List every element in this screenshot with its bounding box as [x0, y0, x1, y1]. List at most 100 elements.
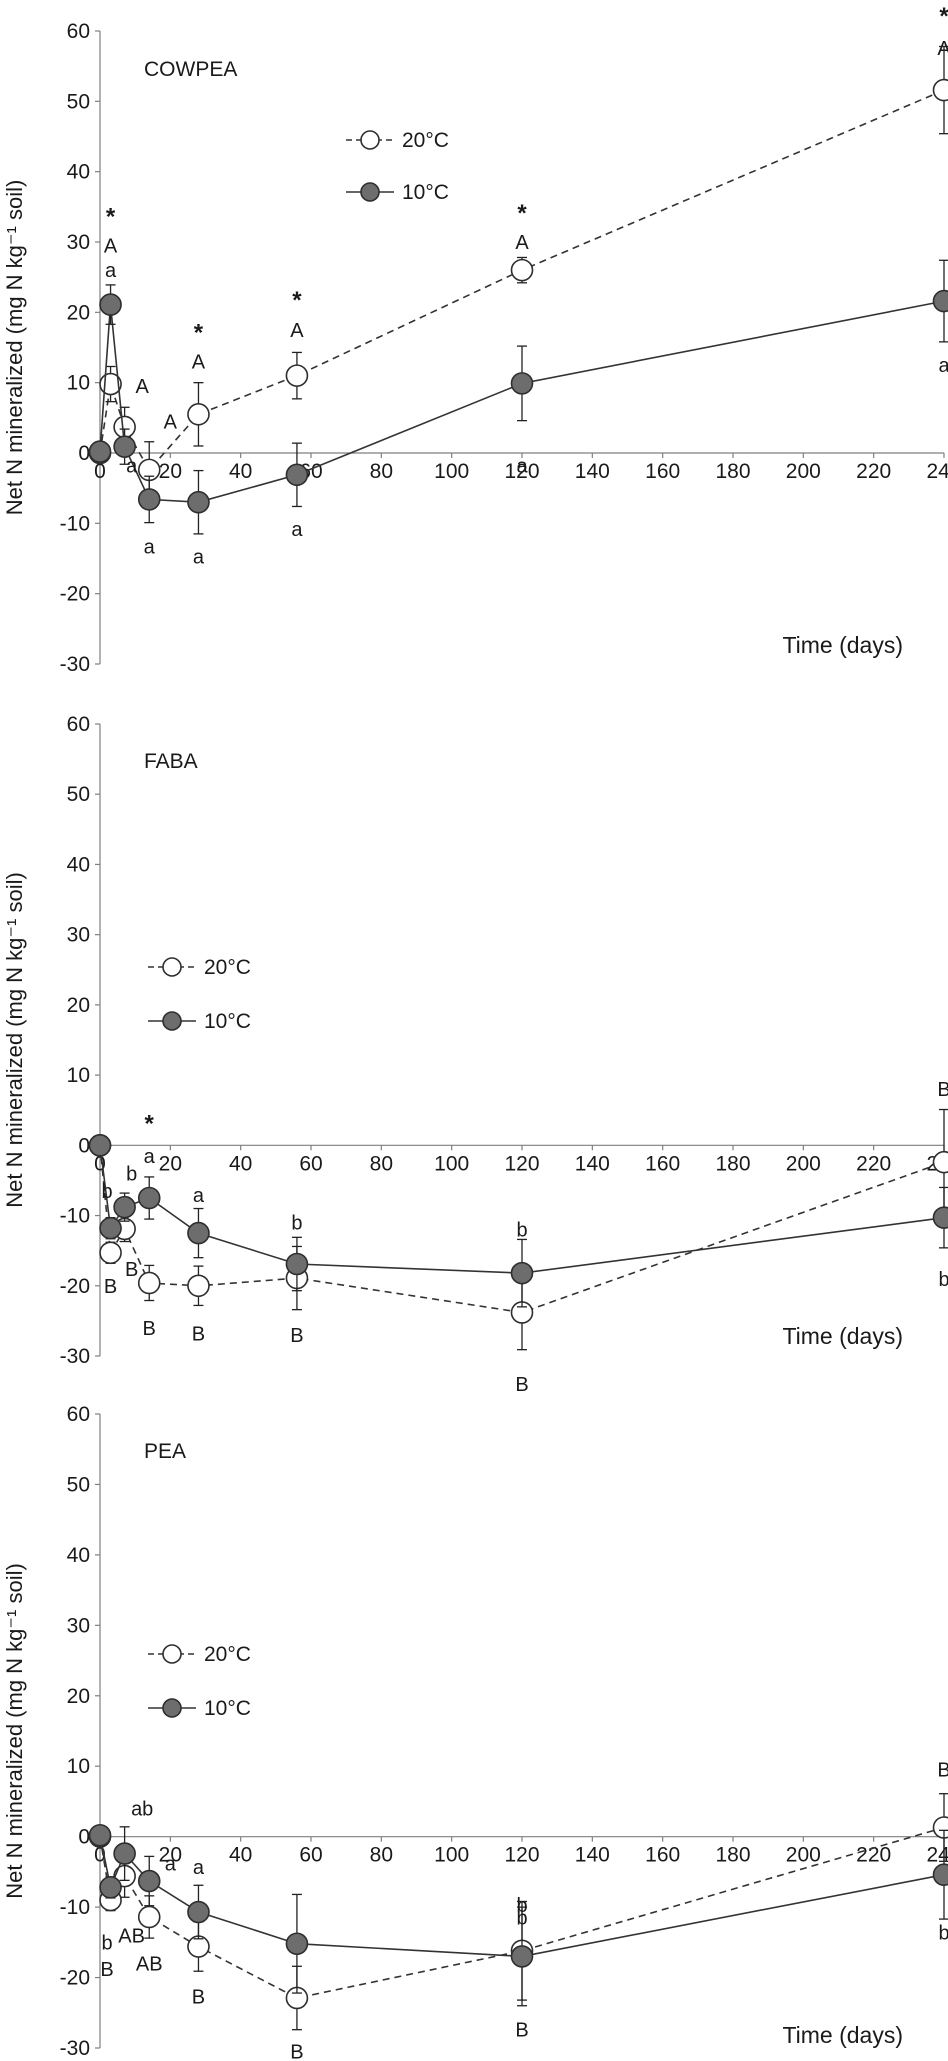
- annotation-letter: A: [192, 352, 206, 374]
- x-tick-label: 180: [715, 460, 750, 483]
- legend: 20°C 10°C: [346, 129, 449, 204]
- data-point: [137, 488, 161, 511]
- annotation-letter: B: [143, 1318, 156, 1340]
- x-tick-label: 20: [159, 1152, 182, 1175]
- annotation-letter: A: [136, 376, 150, 398]
- legend-marker: [162, 957, 182, 977]
- annotation-letter: a: [105, 260, 117, 282]
- y-tick-label: 50: [67, 1473, 90, 1496]
- panel-title: PEA: [144, 1440, 186, 1463]
- data-point: [99, 1876, 122, 1899]
- annotation-letter: A: [290, 320, 304, 342]
- annotation-letter: B: [515, 2020, 528, 2042]
- annotation-letter: AB: [136, 1953, 163, 1975]
- y-tick-label: 30: [67, 231, 90, 254]
- series-10c: [88, 1134, 948, 1308]
- x-tick-label: 80: [370, 460, 393, 483]
- series-10c: [88, 259, 948, 535]
- significance-star: *: [194, 319, 204, 346]
- y-axis-title: Net N mineralized (mg N kg⁻¹ soil): [2, 872, 27, 1208]
- data-point: [932, 289, 948, 313]
- annotation-letter: a: [516, 456, 528, 478]
- annotation-letter: B: [192, 1987, 205, 2009]
- series-20c: [88, 45, 948, 499]
- annotation-letter: a: [144, 1146, 156, 1168]
- x-tick-label: 180: [715, 1844, 750, 1867]
- x-tick-label: 140: [575, 460, 610, 483]
- series-line: [99, 1826, 945, 1999]
- x-tick-label: 40: [229, 1152, 252, 1175]
- annotation-letter: b: [126, 1163, 137, 1185]
- data-point: [88, 1134, 112, 1157]
- data-point: [137, 1869, 161, 1893]
- x-tick-label: 40: [229, 1844, 252, 1867]
- annotation-letter: B: [290, 2042, 303, 2061]
- x-tick-label: 240: [926, 460, 948, 483]
- data-point: [88, 440, 112, 463]
- annotation-letter: B: [192, 1324, 205, 1346]
- data-point: [510, 372, 534, 395]
- annotation-letter: b: [291, 1213, 302, 1235]
- data-point: [99, 1216, 122, 1240]
- series-10c: [88, 1823, 948, 2007]
- annotation-letter: B: [125, 1259, 138, 1281]
- x-tick-label: 180: [715, 1152, 750, 1175]
- annotation-letter: B: [290, 1325, 303, 1347]
- annotation-letter: ab: [131, 1798, 153, 1820]
- legend: 20°C 10°C: [148, 1643, 251, 1720]
- annotation-letter: b: [516, 1908, 527, 1930]
- legend-marker: [162, 1698, 182, 1718]
- y-tick-label: -20: [60, 1967, 90, 1990]
- annotation-letter: B: [104, 1276, 117, 1298]
- y-tick-label: -30: [60, 2037, 90, 2060]
- x-tick-label: 120: [504, 1844, 539, 1867]
- y-tick-label: 60: [67, 20, 90, 43]
- y-tick-label: 20: [67, 1685, 90, 1708]
- y-tick-label: -10: [60, 1205, 90, 1228]
- y-axis-title: Net N mineralized (mg N kg⁻¹ soil): [2, 180, 27, 516]
- legend-marker: [162, 1644, 182, 1664]
- data-point: [932, 1863, 948, 1887]
- annotation-letter: b: [938, 1922, 948, 1944]
- y-tick-label: -10: [60, 1896, 90, 1919]
- data-point: [187, 490, 210, 514]
- legend-marker: [360, 182, 380, 202]
- y-tick-label: -30: [60, 1345, 90, 1368]
- x-tick-label: 20: [159, 1844, 182, 1867]
- annotation-letter: B: [515, 1374, 528, 1396]
- data-point: [285, 364, 309, 387]
- y-tick-label: 40: [67, 853, 90, 876]
- x-tick-label: 60: [299, 1844, 322, 1867]
- series-line: [99, 300, 945, 504]
- y-tick-label: 0: [78, 1134, 90, 1157]
- significance-star: *: [939, 3, 948, 30]
- x-tick-label: 220: [856, 1844, 891, 1867]
- x-tick-label: 140: [575, 1844, 610, 1867]
- x-tick-label: 200: [786, 1844, 821, 1867]
- y-tick-label: 20: [67, 994, 90, 1017]
- x-tick-label: 0: [94, 1152, 106, 1175]
- y-tick-label: 10: [67, 1755, 90, 1778]
- annotation-letter: B: [100, 1959, 113, 1981]
- legend-label: 20°C: [204, 1643, 251, 1666]
- data-point: [285, 463, 309, 487]
- y-tick-label: 40: [67, 1544, 90, 1567]
- annotation-letter: a: [193, 1857, 205, 1879]
- y-tick-label: 20: [67, 301, 90, 324]
- data-point: [932, 1816, 948, 1839]
- x-tick-label: 140: [575, 1152, 610, 1175]
- x-tick-label: 60: [299, 1152, 322, 1175]
- y-tick-label: 10: [67, 372, 90, 395]
- data-point: [137, 1271, 161, 1295]
- x-tick-label: 160: [645, 1152, 680, 1175]
- annotation-letter: b: [516, 1895, 527, 1917]
- x-axis-title: Time (days): [782, 1323, 903, 1349]
- data-point: [113, 1842, 136, 1865]
- legend-label: 10°C: [402, 181, 449, 204]
- panel-title: FABA: [144, 750, 198, 773]
- legend-label: 20°C: [402, 129, 449, 152]
- data-point: [187, 403, 210, 426]
- x-tick-label: 40: [229, 460, 252, 483]
